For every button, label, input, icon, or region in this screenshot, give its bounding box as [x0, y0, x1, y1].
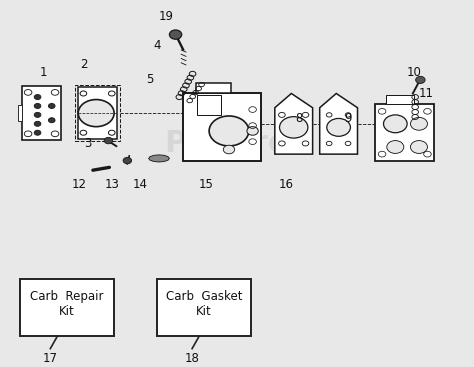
- Polygon shape: [18, 105, 22, 121]
- Circle shape: [34, 130, 41, 135]
- Text: 18: 18: [185, 352, 200, 365]
- Circle shape: [78, 99, 114, 127]
- Circle shape: [247, 127, 258, 135]
- Polygon shape: [182, 94, 261, 161]
- Polygon shape: [375, 104, 434, 161]
- Circle shape: [48, 118, 55, 123]
- Text: 4: 4: [153, 39, 160, 52]
- Text: 2: 2: [80, 58, 87, 72]
- Polygon shape: [196, 83, 231, 94]
- Bar: [19, 279, 114, 336]
- Circle shape: [169, 30, 182, 39]
- Text: 10: 10: [407, 66, 422, 79]
- Circle shape: [34, 121, 41, 126]
- Text: 19: 19: [159, 10, 173, 23]
- Circle shape: [34, 112, 41, 117]
- Text: PartTree: PartTree: [164, 129, 310, 158]
- Text: Carb  Gasket
Kit: Carb Gasket Kit: [166, 290, 242, 318]
- Circle shape: [410, 117, 428, 130]
- Bar: [156, 279, 251, 336]
- Circle shape: [48, 103, 55, 109]
- Circle shape: [34, 95, 41, 99]
- Polygon shape: [149, 155, 169, 162]
- Text: 16: 16: [279, 178, 294, 191]
- Circle shape: [383, 115, 407, 133]
- Circle shape: [123, 157, 132, 164]
- Text: 9: 9: [344, 112, 352, 125]
- Circle shape: [327, 119, 350, 136]
- Text: 8: 8: [295, 112, 302, 125]
- Text: Carb  Repair
Kit: Carb Repair Kit: [30, 290, 104, 318]
- Polygon shape: [22, 86, 61, 140]
- Polygon shape: [386, 95, 414, 104]
- Text: 14: 14: [133, 178, 147, 191]
- Polygon shape: [78, 87, 118, 139]
- Text: 1: 1: [39, 66, 47, 79]
- Text: 17: 17: [43, 352, 58, 365]
- Circle shape: [34, 103, 41, 109]
- Circle shape: [410, 141, 428, 153]
- Bar: [197, 95, 221, 115]
- Circle shape: [280, 117, 308, 138]
- Text: 5: 5: [146, 73, 153, 86]
- Circle shape: [387, 141, 404, 153]
- Circle shape: [416, 76, 425, 83]
- Polygon shape: [319, 94, 357, 154]
- Text: 15: 15: [199, 178, 214, 191]
- Text: 12: 12: [71, 178, 86, 191]
- Text: 11: 11: [419, 87, 434, 100]
- Text: 13: 13: [104, 178, 119, 191]
- Text: 3: 3: [84, 137, 92, 150]
- Circle shape: [223, 145, 235, 154]
- Polygon shape: [275, 94, 313, 154]
- Circle shape: [104, 137, 113, 144]
- Circle shape: [209, 116, 249, 146]
